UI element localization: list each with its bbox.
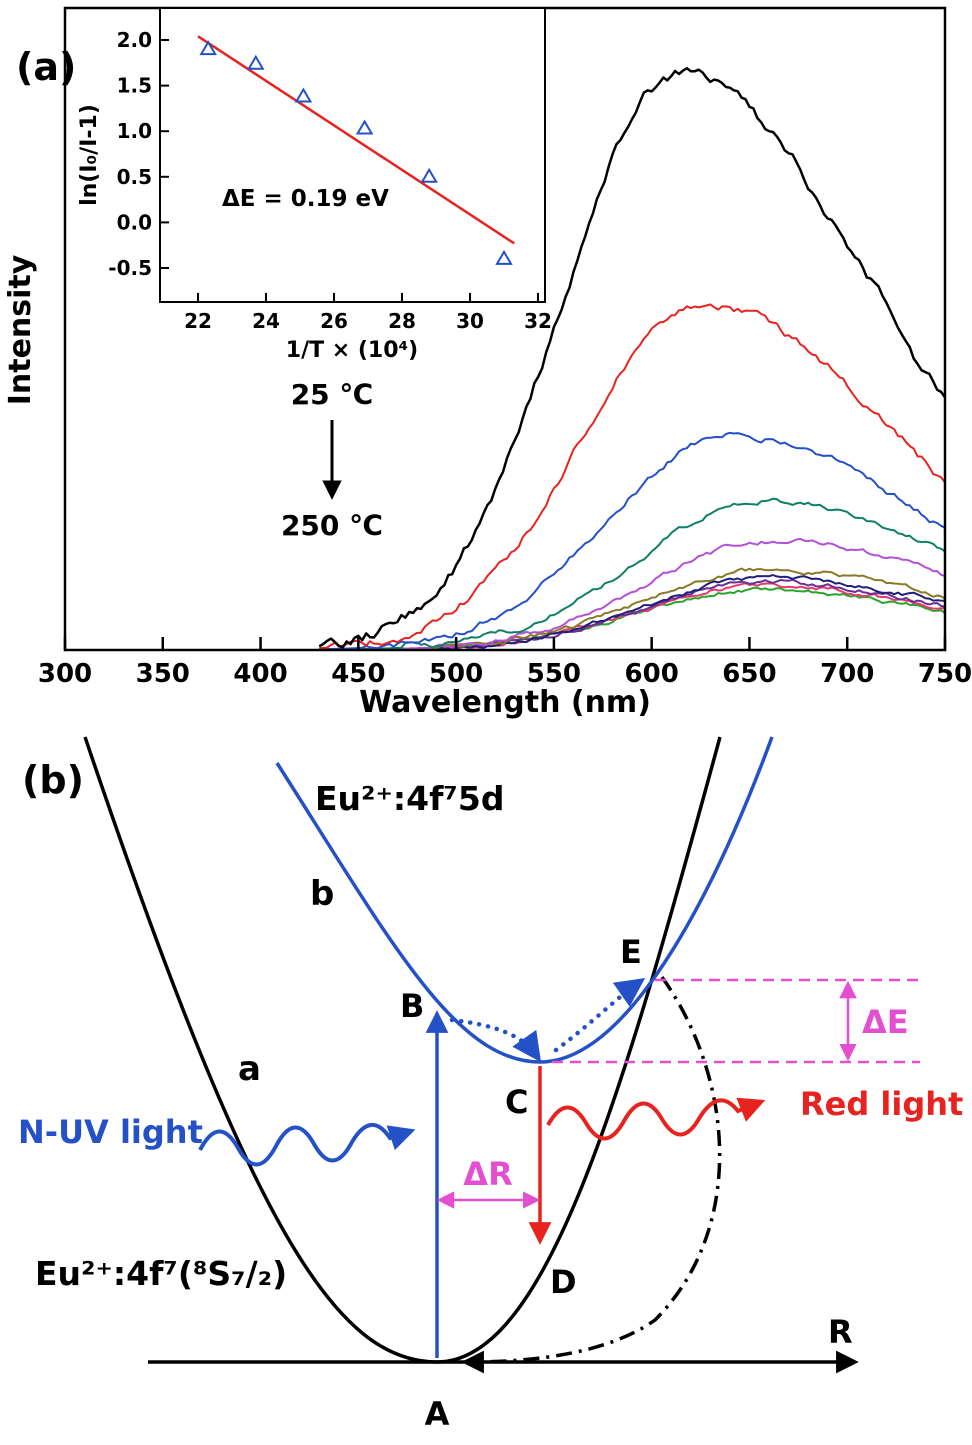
spectrum-curve-06 [319, 567, 946, 650]
inset-arrhenius-plot: 22 24 26 28 30 32 2.0 1.5 1.0 0.5 0.0 -0.5 1/T × (1… [77, 7, 552, 363]
point-a-label: A [425, 1395, 450, 1433]
inset-y-tick-label: 1.0 [117, 119, 152, 143]
spectrum-curve-02 [319, 303, 946, 650]
data-point-triangle [247, 54, 265, 70]
x-tick-label: 550 [527, 659, 581, 689]
delta-r-label: ΔR [463, 1155, 512, 1193]
nuv-photon-wavy-arrow [198, 1123, 416, 1167]
panel-b-label: (b) [22, 758, 84, 802]
x-tick-label: 750 [918, 659, 972, 689]
spectrum-curve-08 [319, 578, 946, 650]
x-tick-label: 400 [233, 659, 287, 689]
temp-end-label: 250 ℃ [281, 509, 383, 542]
r-axis-label: R [828, 1313, 853, 1351]
data-point-triangle [355, 119, 374, 135]
inset-y-axis-title: ln(I₀/I-1) [77, 104, 102, 206]
inset-y-tick-label: 0.0 [117, 210, 152, 234]
inset-fit-line [197, 35, 515, 245]
red-light-label: Red light [800, 1085, 963, 1123]
spectrum-curve-04 [319, 497, 946, 650]
x-tick-label: 450 [331, 659, 385, 689]
x-tick-label: 600 [625, 659, 679, 689]
data-point-triangle [420, 167, 438, 183]
inset-ticks: 22 24 26 28 30 32 2.0 1.5 1.0 0.5 0.0 -0.5 [108, 28, 552, 333]
x-tick-label: 500 [429, 659, 483, 689]
x-tick-label: 300 [38, 659, 92, 689]
data-point-triangle [199, 40, 217, 56]
inset-x-tick-label: 26 [320, 309, 348, 333]
inset-y-tick-label: 1.5 [117, 74, 152, 98]
inset-data-points [199, 40, 513, 265]
spectrum-curve-05 [319, 537, 946, 650]
nonradiative-crossover-arrow [461, 975, 722, 1374]
inset-x-tick-label: 28 [388, 309, 416, 333]
inset-y-tick-label: -0.5 [108, 256, 152, 280]
inset-x-tick-label: 24 [252, 309, 280, 333]
ground-state-label: Eu²⁺:4f⁷(⁸S₇/₂) [35, 1254, 287, 1293]
x-axis-ticks: 300 350 400 450 500 550 600 650 700 750 [38, 637, 972, 689]
nuv-light-label: N-UV light [18, 1113, 203, 1151]
temp-start-label: 25 ℃ [291, 378, 374, 411]
x-tick-label: 350 [136, 659, 190, 689]
inset-x-tick-label: 22 [184, 309, 212, 333]
x-axis-title: Wavelength (nm) [359, 685, 651, 720]
panel-a-label: (a) [16, 45, 76, 89]
data-point-triangle [294, 87, 313, 103]
red-photon-wavy-arrow [546, 1097, 766, 1141]
y-axis-title: Intensity [3, 254, 38, 405]
curve-b-label: b [310, 874, 334, 914]
temperature-annotation: 25 ℃ 250 ℃ [281, 378, 383, 542]
data-point-triangle [495, 249, 513, 265]
inset-x-axis-title: 1/T × (10⁴) [286, 338, 418, 363]
arrhenius-fit-line [197, 35, 515, 245]
inset-y-tick-label: 2.0 [117, 28, 152, 52]
inset-x-tick-label: 30 [456, 309, 484, 333]
panel-a-emission-spectra-chart: 300 350 400 450 500 550 600 650 700 750 (a) Wavel… [3, 6, 972, 720]
activation-energy-annotation: ΔE = 0.19 eV [222, 186, 389, 212]
x-tick-label: 700 [820, 659, 874, 689]
excited-state-label: Eu²⁺:4f⁷5d [315, 779, 504, 818]
inset-y-tick-label: 0.5 [117, 165, 152, 189]
spectrum-curve-03 [319, 431, 946, 650]
point-b-label: B [400, 987, 424, 1025]
inset-x-tick-label: 32 [524, 309, 552, 333]
x-tick-label: 650 [722, 659, 776, 689]
spectra-curves [318, 67, 947, 650]
curve-a-label: a [238, 1049, 261, 1089]
point-c-label: C [505, 1083, 528, 1121]
relaxation-arc-b-to-c [449, 1017, 542, 1063]
point-d-label: D [550, 1263, 577, 1301]
panel-b-configurational-coordinate-diagram: R ΔE ΔR N-UV light Red light (b) Eu²⁺:4f… [18, 736, 963, 1433]
point-e-label: E [620, 933, 642, 971]
spectrum-curve-10-lowest-250C [319, 586, 946, 650]
delta-e-label: ΔE [862, 1003, 909, 1041]
inset-frame [159, 7, 546, 303]
spectrum-curve-01-highest-25C [318, 67, 947, 649]
